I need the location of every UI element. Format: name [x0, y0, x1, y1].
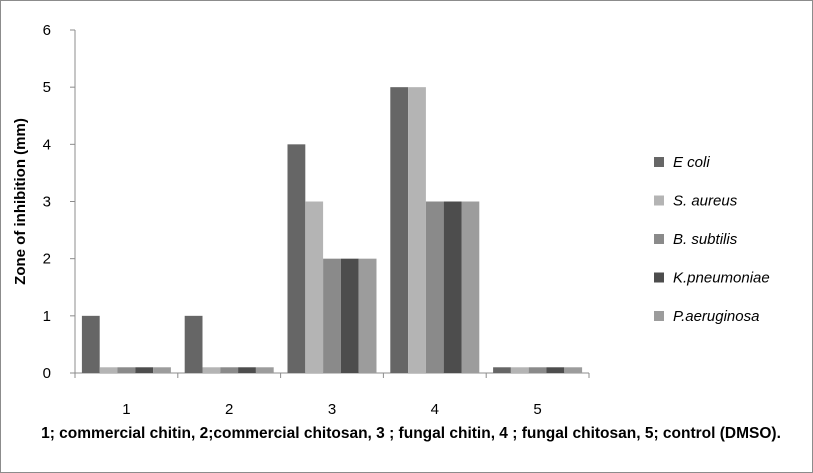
x-tick-label: 4	[431, 401, 439, 418]
bar-3-3	[323, 258, 341, 373]
bar-5-1	[493, 367, 511, 373]
legend-label: K.pneumoniae	[673, 270, 770, 287]
bar-1-4	[135, 367, 154, 373]
bar-4-3	[425, 201, 444, 373]
legend-label: E coli	[673, 154, 710, 171]
bar-1-1	[81, 315, 100, 373]
bar-1-2	[99, 367, 118, 373]
legend-swatch	[654, 311, 664, 321]
bar-5-4	[546, 367, 565, 373]
y-tick-label: 1	[43, 308, 51, 325]
bar-3-2	[305, 201, 324, 373]
y-tick-label: 2	[43, 251, 51, 268]
legend-swatch	[654, 272, 664, 283]
bar-4-2	[408, 87, 426, 374]
bar-5-2	[510, 367, 529, 373]
legend-label: S. aureus	[673, 193, 738, 210]
x-tick-label: 1	[122, 401, 130, 418]
bar-2-1	[184, 315, 203, 373]
legend-swatch	[654, 157, 664, 167]
x-tick-label: 5	[533, 401, 541, 418]
bar-3-1	[287, 144, 306, 373]
bar-4-4	[443, 201, 462, 373]
bar-2-5	[255, 367, 274, 373]
bar-2-4	[238, 367, 256, 373]
bar-4-5	[461, 201, 480, 373]
bar-1-5	[153, 367, 171, 373]
y-axis-title: Zone of inhibition (mm)	[12, 118, 29, 285]
bar-3-5	[358, 258, 377, 373]
bar-2-3	[220, 367, 239, 373]
x-tick-label: 3	[328, 401, 336, 418]
y-tick-label: 0	[43, 365, 51, 382]
y-tick-label: 6	[43, 22, 51, 39]
y-tick-label: 3	[43, 194, 51, 211]
bar-1-3	[117, 367, 136, 373]
bar-2-2	[202, 367, 221, 373]
legend-label: P.aeruginosa	[673, 308, 759, 325]
bar-4-1	[390, 87, 409, 374]
x-tick-label: 2	[225, 401, 233, 418]
legend-label: B. subtilis	[673, 231, 738, 248]
legend-swatch	[654, 234, 664, 244]
y-tick-label: 5	[43, 79, 51, 96]
bar-5-5	[564, 367, 583, 373]
bar-3-4	[340, 258, 359, 373]
legend-swatch	[654, 195, 664, 206]
bar-5-3	[528, 367, 547, 373]
bar-chart: 0 1 2 3 4 5 6 Zone of inhibition (mm) 1 2 3 4 5 E col…	[12, 22, 770, 418]
x-axis-title: 1; commercial chitin, 2;commercial chito…	[41, 425, 781, 442]
y-tick-label: 4	[43, 136, 51, 153]
